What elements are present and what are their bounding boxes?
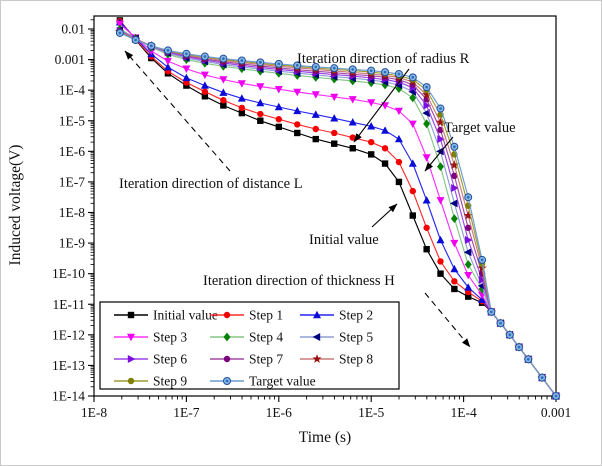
- dashed-arrow: [124, 50, 231, 172]
- y-tick-label: 0.001: [55, 52, 85, 67]
- x-axis: 1E-8 1E-7 1E-6 1E-5 1E-4 0.001: [81, 396, 571, 420]
- legend-item-step-2: Step 2: [300, 308, 373, 323]
- legend-item-target-value: Target value: [210, 374, 316, 389]
- x-tick-label: 1E-6: [266, 405, 292, 420]
- annotation-text: Initial value: [309, 232, 379, 248]
- legend-label: Step 2: [339, 308, 373, 323]
- legend-label: Step 3: [153, 330, 187, 345]
- annotation-text: Iteration direction of distance L: [119, 176, 303, 192]
- legend-label: Step 8: [339, 352, 373, 367]
- legend-label: Step 9: [153, 374, 187, 389]
- legend-label: Step 7: [249, 352, 283, 367]
- legend-item-step-9: Step 9: [114, 374, 187, 389]
- x-tick-label: 1E-4: [450, 405, 476, 420]
- y-axis: 0.01 0.001 1E-4 1E-5 1E-6 1E-7 1E-8 1E-9 1E-10 1E…: [52, 19, 94, 404]
- y-tick-label: 1E-9: [59, 236, 85, 251]
- x-axis-title: Time (s): [298, 429, 352, 446]
- legend-item-step-4: Step 4: [210, 330, 283, 345]
- annotation-text: Iteration direction of radius R: [297, 51, 470, 67]
- y-tick-label: 1E-10: [52, 266, 85, 281]
- legend-item-step-1: Step 1: [210, 308, 283, 323]
- legend-item-step-8: Step 8: [300, 352, 373, 367]
- annotation-thickness-h: Iteration direction of thickness H: [203, 273, 471, 348]
- y-tick-label: 1E-4: [59, 83, 85, 98]
- annotation-text: Target value: [444, 120, 516, 136]
- dashed-arrow: [424, 292, 471, 348]
- x-tick-label: 0.001: [541, 405, 571, 420]
- legend-label: Step 6: [153, 352, 187, 367]
- y-axis-title: Induced voltage(V): [7, 144, 24, 266]
- annotation-text: Iteration direction of thickness H: [203, 273, 395, 289]
- legend-label: Step 5: [339, 330, 373, 345]
- legend-item-step-6: Step 6: [114, 352, 187, 367]
- y-tick-label: 1E-7: [59, 174, 85, 189]
- legend-label: Step 1: [249, 308, 283, 323]
- y-tick-label: 1E-12: [52, 327, 85, 342]
- y-tick-label: 1E-6: [59, 144, 85, 159]
- y-tick-label: 1E-13: [52, 358, 85, 373]
- y-tick-label: 0.01: [61, 22, 85, 37]
- y-tick-label: 1E-8: [59, 205, 85, 220]
- legend-label: Target value: [249, 374, 316, 389]
- arrow: [371, 203, 398, 228]
- annotation-target-value: Target value: [424, 120, 516, 172]
- series-target-value: [115, 28, 560, 400]
- y-tick-label: 1E-5: [59, 113, 85, 128]
- legend-item-step-7: Step 7: [210, 352, 283, 367]
- legend-item-step-3: Step 3: [114, 330, 187, 345]
- y-tick-label: 1E-14: [52, 389, 85, 404]
- legend-item-step-5: Step 5: [300, 330, 373, 345]
- plot-frame: [93, 15, 557, 397]
- arrow: [424, 136, 454, 172]
- legend-label: Step 4: [249, 330, 283, 345]
- annotation-distance-l: Iteration direction of distance L: [119, 50, 303, 192]
- x-tick-label: 1E-7: [173, 405, 199, 420]
- legend-item-initial-value: Initial value: [114, 308, 218, 323]
- legend: Initial value Step 1 Step 2 Step 3 Step 4 Ste…: [99, 301, 400, 390]
- annotation-initial-value: Initial value: [309, 203, 398, 248]
- y-tick-label: 1E-11: [53, 297, 86, 312]
- legend-label: Initial value: [153, 308, 218, 323]
- arrow: [353, 68, 410, 143]
- x-tick-label: 1E-8: [81, 405, 107, 420]
- x-tick-label: 1E-5: [358, 405, 384, 420]
- annotation-radius-r: Iteration direction of radius R: [297, 51, 470, 143]
